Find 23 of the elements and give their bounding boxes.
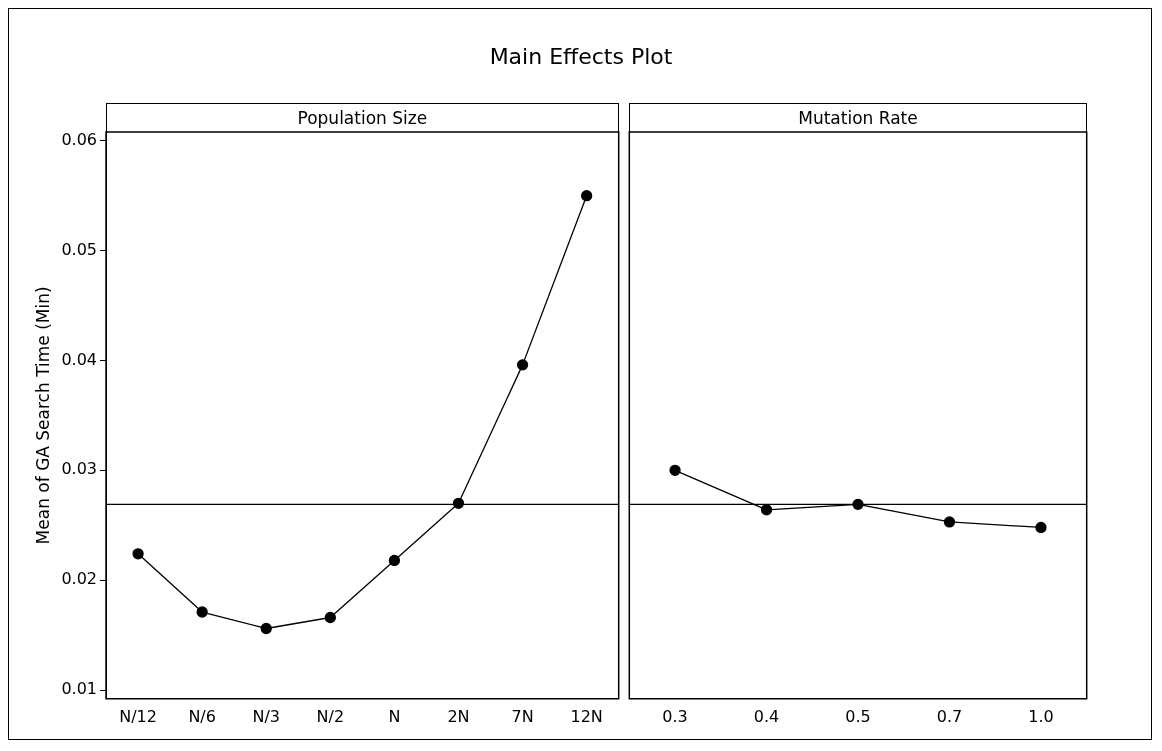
x-tick-label: 0.7 (936, 706, 963, 726)
x-tick-label: N (388, 706, 401, 726)
x-tick-label: N/6 (188, 706, 216, 726)
x-tick-label: 2N (447, 706, 470, 726)
y-tick-label: 0.01 (61, 679, 98, 699)
x-tick-label: 1.0 (1028, 706, 1054, 726)
y-tick-label: 0.03 (61, 459, 98, 479)
chart-title: Main Effects Plot (488, 44, 674, 69)
y-tick-label: 0.06 (61, 129, 98, 149)
x-tick-label: N/3 (252, 706, 281, 726)
y-tick-label: 0.04 (61, 349, 98, 369)
y-axis-title: Mean of GA Search Time (Min) (32, 286, 53, 545)
x-tick-label: 0.5 (845, 706, 871, 726)
x-tick-label: 12N (570, 706, 603, 726)
y-tick-label: 0.05 (61, 239, 98, 259)
x-tick-label: 7N (511, 706, 534, 726)
x-tick-label: N/2 (316, 706, 345, 726)
x-tick-label: N/12 (119, 706, 157, 726)
chart-subtitle: Population Size (106, 103, 619, 132)
x-tick-label: 0.3 (662, 706, 688, 726)
x-tick-label: 0.4 (753, 706, 780, 726)
chart-subtitle: Mutation Rate (629, 103, 1087, 132)
y-tick-label: 0.02 (61, 569, 98, 589)
